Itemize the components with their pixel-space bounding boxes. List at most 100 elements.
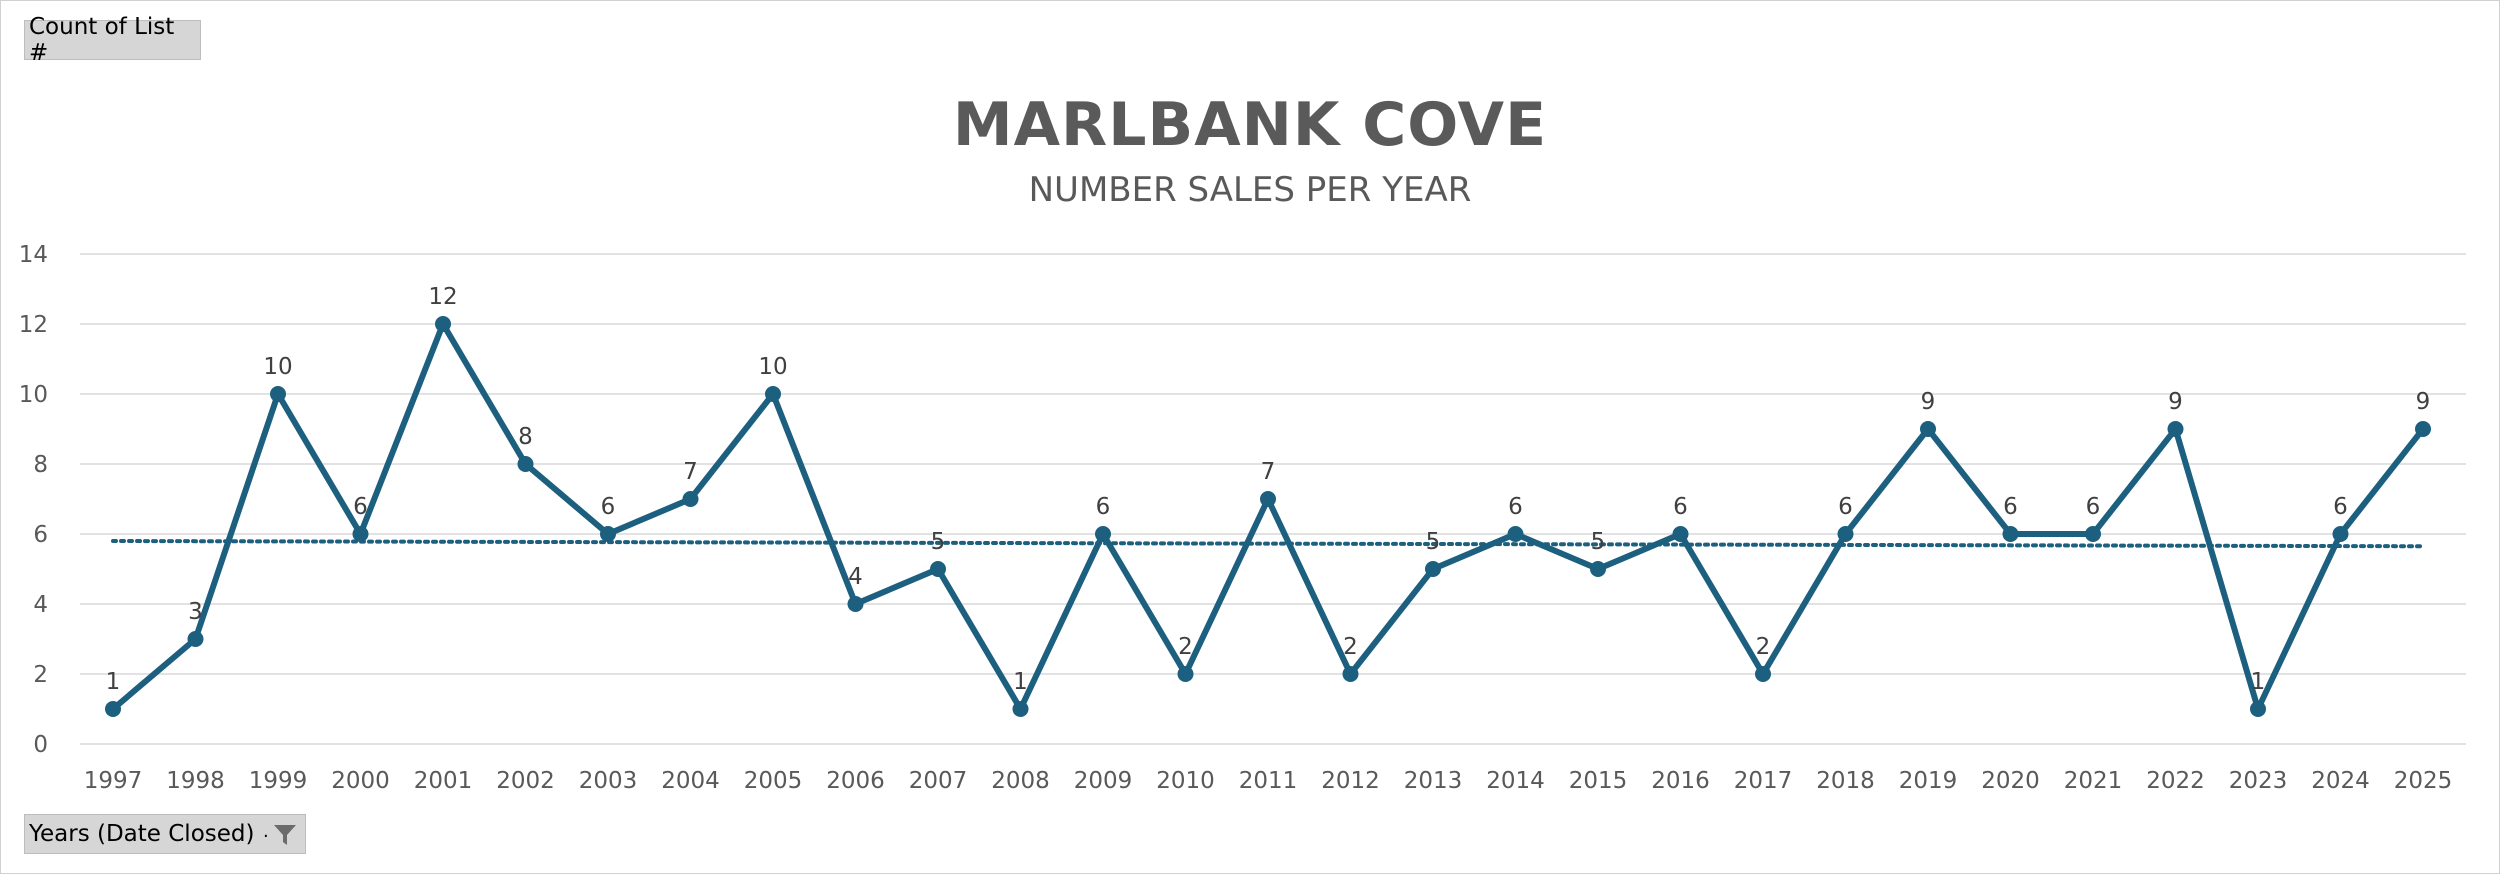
- value-field-label: Count of List #: [29, 14, 175, 66]
- x-tick-label: 2011: [1239, 768, 1298, 794]
- x-tick-label: 2016: [1651, 768, 1710, 794]
- data-label: 5: [931, 529, 946, 555]
- data-point: [1342, 666, 1359, 682]
- data-label: 7: [1261, 459, 1276, 485]
- y-tick-label: 6: [33, 522, 48, 548]
- x-tick-label: 2014: [1486, 768, 1545, 794]
- x-tick-label: 2012: [1321, 768, 1380, 794]
- data-label: 6: [1096, 494, 1111, 520]
- data-point: [847, 596, 864, 612]
- y-tick-label: 8: [33, 452, 48, 478]
- data-label: 6: [1673, 494, 1688, 520]
- data-point: [2085, 526, 2101, 542]
- value-field-button[interactable]: Count of List #: [24, 14, 201, 66]
- data-point: [352, 526, 369, 542]
- x-tick-label: 2021: [2064, 768, 2123, 794]
- x-tick-label: 1998: [166, 768, 225, 794]
- x-tick-label: 2000: [331, 768, 390, 794]
- x-tick-label: 2017: [1734, 768, 1793, 794]
- data-point: [1920, 421, 1936, 437]
- data-label: 2: [1178, 634, 1193, 660]
- data-label: 7: [683, 459, 698, 485]
- x-tick-label: 2019: [1899, 768, 1958, 794]
- data-point: [2250, 701, 2266, 717]
- data-point: [517, 456, 534, 472]
- data-label: 6: [1838, 494, 1853, 520]
- y-tick-label: 10: [19, 382, 48, 408]
- data-label: 8: [518, 424, 533, 450]
- filter-icon[interactable]: [273, 823, 297, 847]
- x-tick-label: 2010: [1156, 768, 1215, 794]
- x-tick-label: 1997: [84, 768, 143, 794]
- axis-field-button[interactable]: Years (Date Closed) .: [24, 814, 306, 854]
- x-tick-label: 2001: [414, 768, 473, 794]
- data-label: 10: [758, 354, 787, 380]
- x-tick-label: 1999: [249, 768, 308, 794]
- data-label: 6: [1508, 494, 1523, 520]
- data-label: 10: [263, 354, 292, 380]
- y-tick-label: 4: [33, 592, 48, 618]
- data-label: 6: [2003, 494, 2018, 520]
- x-tick-label: 2007: [909, 768, 968, 794]
- data-point: [435, 316, 451, 332]
- data-label: 9: [2416, 389, 2431, 415]
- data-label: 6: [2333, 494, 2348, 520]
- data-label: 6: [353, 494, 368, 520]
- dropdown-dot: .: [263, 821, 269, 842]
- data-point: [1755, 666, 1771, 682]
- axis-field-label: Years (Date Closed): [29, 821, 255, 847]
- data-point: [1590, 561, 1606, 577]
- x-tick-label: 2013: [1404, 768, 1463, 794]
- data-point: [2002, 526, 2019, 542]
- data-point: [765, 386, 781, 402]
- data-point: [1837, 526, 1854, 542]
- y-tick-label: 0: [33, 732, 48, 758]
- x-tick-label: 2024: [2311, 768, 2370, 794]
- x-tick-label: 2008: [991, 768, 1050, 794]
- x-tick-label: 2004: [661, 768, 720, 794]
- data-point: [187, 631, 204, 647]
- data-point: [682, 491, 699, 507]
- data-point: [1425, 561, 1441, 577]
- data-point: [105, 701, 121, 717]
- data-point: [2167, 421, 2184, 437]
- data-label: 6: [601, 494, 616, 520]
- data-point: [270, 386, 286, 402]
- data-label: 12: [428, 284, 457, 310]
- data-point: [2332, 526, 2349, 542]
- data-label: 1: [2251, 669, 2266, 695]
- chart-title: MARLBANK COVE: [952, 90, 1548, 160]
- series-line: [111, 321, 2426, 712]
- data-label: 2: [1343, 634, 1358, 660]
- data-label: 3: [188, 599, 203, 625]
- x-tick-label: 2015: [1569, 768, 1628, 794]
- data-label: 6: [2086, 494, 2101, 520]
- data-label: 2: [1756, 634, 1771, 660]
- x-tick-label: 2018: [1816, 768, 1875, 794]
- data-point: [1095, 526, 1111, 542]
- data-label: 4: [848, 564, 863, 590]
- y-tick-label: 2: [33, 662, 48, 688]
- x-tick-label: 2022: [2146, 768, 2205, 794]
- data-point: [1177, 666, 1194, 682]
- data-point: [1672, 526, 1689, 542]
- data-point: [1507, 526, 1524, 542]
- x-tick-label: 2025: [2394, 768, 2453, 794]
- data-label: 1: [106, 669, 121, 695]
- x-tick-label: 2020: [1981, 768, 2040, 794]
- data-label: 5: [1426, 529, 1441, 555]
- data-label: 5: [1591, 529, 1606, 555]
- y-tick-label: 12: [19, 312, 48, 338]
- x-tick-label: 2005: [744, 768, 803, 794]
- data-point: [600, 526, 616, 542]
- data-point: [2415, 421, 2431, 437]
- x-tick-label: 2003: [579, 768, 638, 794]
- chart-subtitle: NUMBER SALES PER YEAR: [1028, 170, 1472, 210]
- x-tick-label: 2006: [826, 768, 885, 794]
- data-label: 1: [1013, 669, 1028, 695]
- x-tick-label: 2002: [496, 768, 555, 794]
- data-point: [930, 561, 946, 577]
- data-label: 9: [2168, 389, 2183, 415]
- y-tick-label: 14: [19, 242, 48, 268]
